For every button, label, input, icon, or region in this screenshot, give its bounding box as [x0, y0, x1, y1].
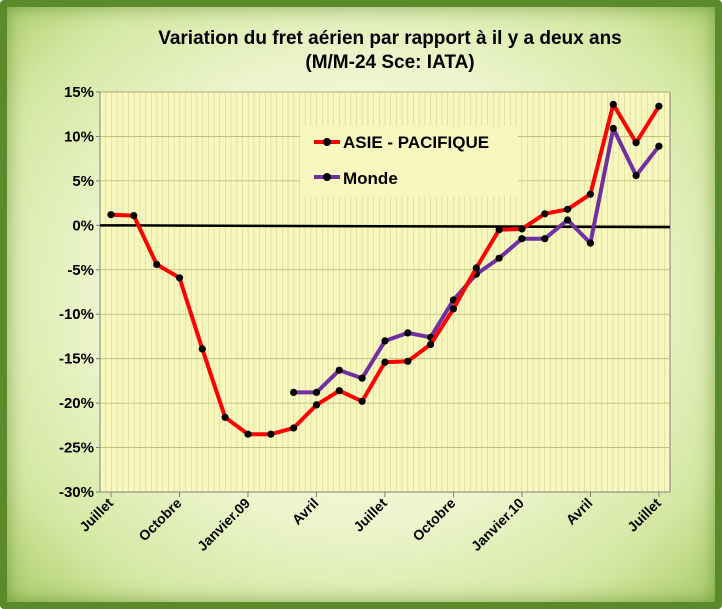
y-tick-label: -30% — [59, 484, 94, 501]
data-point-asie-pacifique — [495, 226, 503, 234]
data-point-asie-pacifique — [472, 264, 480, 272]
chart-title-line2: (M/M-24 Sce: IATA) — [305, 52, 475, 73]
y-tick-label: 15% — [64, 84, 94, 101]
x-tick-label: Avril — [563, 495, 596, 528]
legend: ASIE - PACIFIQUE Monde — [300, 126, 518, 196]
data-point-monde — [381, 337, 389, 345]
y-tick-label: -10% — [59, 306, 94, 323]
y-tick-label: 10% — [64, 128, 94, 145]
y-tick-label: 0% — [72, 217, 94, 234]
chart-title: Variation du fret aérien par rapport à i… — [60, 27, 720, 75]
data-point-asie-pacifique — [130, 212, 138, 220]
y-tick-label: -5% — [67, 262, 94, 279]
data-point-monde — [564, 216, 572, 224]
data-point-asie-pacifique — [427, 340, 435, 348]
x-tick-label: Janvier.10 — [468, 495, 527, 554]
legend-box — [300, 126, 518, 196]
data-point-asie-pacifique — [244, 430, 252, 438]
data-point-monde — [358, 374, 366, 382]
chart-title-line1: Variation du fret aérien par rapport à i… — [158, 28, 622, 49]
data-point-asie-pacifique — [267, 430, 275, 438]
data-point-asie-pacifique — [221, 413, 229, 421]
data-point-monde — [518, 235, 526, 243]
data-point-asie-pacifique — [655, 102, 663, 110]
legend-marker-monde — [323, 173, 331, 181]
x-tick-label: Juillet — [624, 495, 664, 535]
series-monde — [290, 124, 663, 396]
data-point-asie-pacifique — [518, 225, 526, 233]
legend-label-monde: Monde — [343, 169, 398, 188]
data-point-monde — [655, 142, 663, 150]
data-point-asie-pacifique — [586, 190, 595, 198]
legend-marker-asie-pacifique — [323, 138, 331, 146]
zero-reference-line — [99, 224, 671, 229]
data-point-asie-pacifique — [541, 210, 549, 218]
data-point-asie-pacifique — [312, 401, 321, 409]
series-asie-pacifique — [107, 100, 663, 438]
x-tick-label: Janvier.09 — [194, 495, 253, 554]
y-tick-label: -15% — [59, 351, 94, 368]
data-point-monde — [290, 388, 298, 396]
data-point-monde — [632, 172, 640, 180]
legend-label-asie-pacifique: ASIE - PACIFIQUE — [343, 133, 489, 152]
x-tick-label: Juillet — [350, 495, 390, 535]
data-point-monde — [495, 254, 503, 262]
data-point-monde — [541, 235, 549, 243]
x-tick-label: Octobre — [135, 495, 184, 544]
y-axis-tick-labels: 15% 10% 5% 0% -5% -10% -15% -20% -25% -30% — [59, 84, 100, 501]
data-point-monde — [404, 329, 412, 337]
data-point-asie-pacifique — [290, 424, 298, 432]
data-point-asie-pacifique — [564, 205, 572, 213]
x-tick-label: Octobre — [409, 495, 458, 544]
y-tick-label: 5% — [72, 173, 94, 190]
data-point-monde — [312, 388, 321, 396]
data-point-asie-pacifique — [198, 345, 206, 353]
y-tick-label: -25% — [59, 440, 94, 457]
y-tick-label: -20% — [59, 395, 94, 412]
data-point-monde — [335, 366, 343, 374]
data-point-asie-pacifique — [175, 274, 184, 282]
data-point-asie-pacifique — [358, 397, 366, 405]
data-point-asie-pacifique — [107, 211, 115, 219]
data-point-asie-pacifique — [449, 305, 457, 313]
data-point-asie-pacifique — [609, 100, 617, 108]
data-point-asie-pacifique — [404, 357, 412, 365]
data-point-asie-pacifique — [381, 358, 389, 366]
series-layer — [107, 100, 663, 438]
data-point-asie-pacifique — [632, 139, 640, 147]
data-point-asie-pacifique — [153, 260, 161, 268]
data-point-monde — [586, 239, 595, 247]
data-point-asie-pacifique — [335, 387, 343, 395]
x-axis-tick-labels: Juillet Octobre Janvier.09 Avril Juillet Octo… — [76, 492, 664, 554]
x-tick-label: Avril — [289, 495, 322, 528]
data-point-monde — [609, 124, 617, 132]
